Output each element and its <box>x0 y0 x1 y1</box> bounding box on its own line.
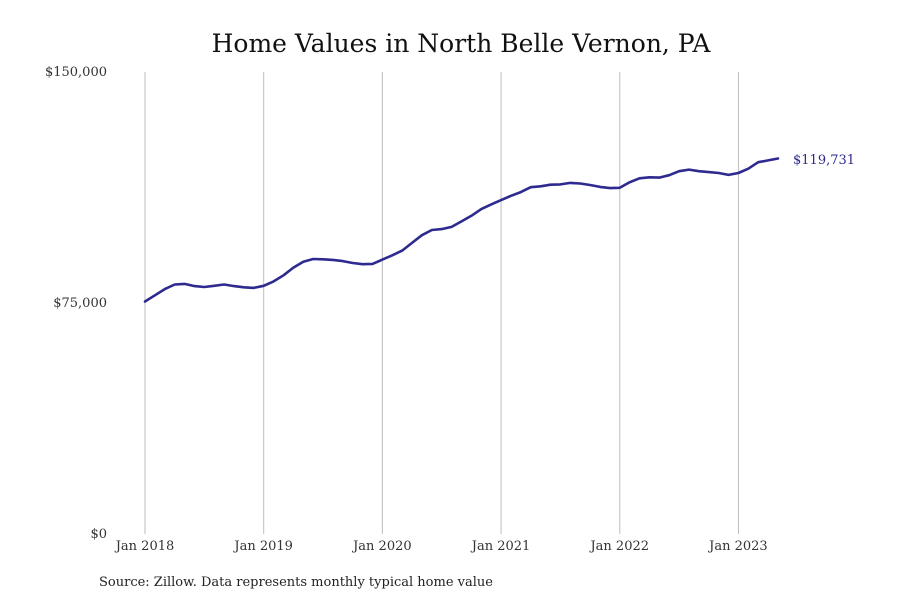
y-tick-label: $0 <box>90 527 107 542</box>
series-line <box>143 157 780 303</box>
x-tick-label: Jan 2018 <box>114 539 175 554</box>
chart-title: Home Values in North Belle Vernon, PA <box>212 29 712 58</box>
grid <box>144 72 739 534</box>
x-tick-label: Jan 2019 <box>232 539 293 554</box>
y-axis: $150,000 $75,000 $0 <box>45 65 107 542</box>
x-axis: Jan 2018 Jan 2019 Jan 2020 Jan 2021 Jan 2022… <box>114 539 768 554</box>
y-tick-label: $75,000 <box>53 296 107 311</box>
x-tick-label: Jan 2022 <box>588 539 649 554</box>
x-tick-label: Jan 2023 <box>707 539 768 554</box>
source-note: Source: Zillow. Data represents monthly … <box>99 575 493 590</box>
x-tick-label: Jan 2020 <box>351 539 412 554</box>
x-tick-label: Jan 2021 <box>470 539 531 554</box>
end-value-label: $119,731 <box>793 153 855 168</box>
y-tick-label: $150,000 <box>45 65 107 80</box>
